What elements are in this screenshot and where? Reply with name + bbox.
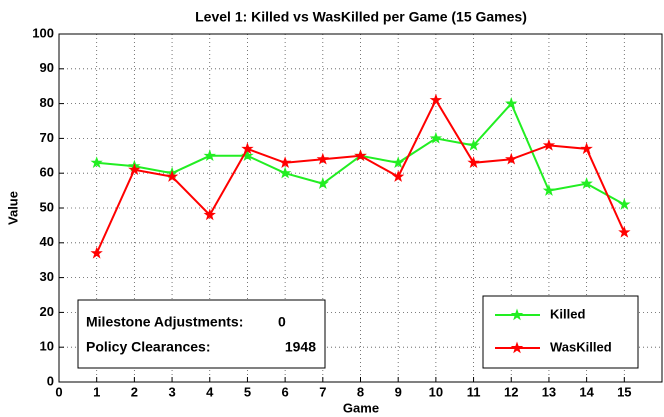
point-marker	[391, 156, 405, 169]
point-marker	[429, 93, 443, 106]
point-marker	[467, 156, 480, 169]
y-tick-label: 80	[40, 95, 54, 110]
point-marker	[316, 152, 330, 165]
point-marker	[203, 149, 216, 162]
point-marker	[580, 177, 593, 189]
point-marker	[580, 142, 593, 155]
x-tick-label: 14	[579, 384, 594, 399]
x-tick-label: 8	[357, 384, 364, 399]
legend-marker	[510, 308, 524, 321]
x-tick-label: 13	[542, 384, 556, 399]
x-tick-label: 9	[395, 384, 402, 399]
y-tick-label: 90	[40, 60, 54, 75]
point-marker	[90, 156, 103, 169]
point-marker	[618, 225, 631, 238]
annotation-label: Policy Clearances:	[86, 339, 211, 355]
y-tick-label: 60	[40, 165, 54, 180]
point-marker	[278, 166, 292, 179]
annotation-value: 0	[278, 314, 286, 330]
point-marker	[505, 152, 518, 165]
x-tick-label: 0	[55, 384, 62, 399]
point-marker	[241, 142, 254, 155]
x-tick-label: 10	[429, 384, 443, 399]
x-tick-label: 7	[319, 384, 326, 399]
x-tick-label: 1	[93, 384, 100, 399]
x-tick-label: 3	[168, 384, 175, 399]
legend-marker	[510, 341, 524, 354]
legend-label: Killed	[550, 306, 585, 321]
point-marker	[429, 131, 443, 144]
point-marker	[128, 163, 141, 176]
y-tick-label: 30	[40, 269, 54, 284]
x-tick-label: 11	[467, 384, 481, 399]
point-marker	[279, 156, 292, 169]
point-marker	[505, 97, 518, 109]
plot-frame	[58, 33, 663, 383]
point-marker	[542, 184, 556, 196]
point-marker	[542, 138, 556, 151]
y-tick-label: 70	[40, 130, 54, 145]
point-marker	[203, 208, 216, 221]
legend-label: WasKilled	[550, 339, 612, 354]
annotation-value: 1948	[285, 339, 316, 355]
point-marker	[90, 246, 103, 259]
x-axis-label: Game	[343, 400, 379, 415]
x-tick-label: 12	[504, 384, 518, 399]
y-axis-label: Value	[5, 191, 20, 225]
y-tick-label: 20	[40, 304, 54, 319]
y-tick-label: 100	[32, 25, 54, 40]
y-tick-label: 10	[40, 339, 54, 354]
x-tick-label: 2	[131, 384, 138, 399]
x-tick-label: 6	[282, 384, 289, 399]
x-tick-label: 15	[617, 384, 631, 399]
legend-box	[482, 295, 639, 369]
y-tick-label: 50	[40, 199, 54, 214]
annotation-label: Milestone Adjustments:	[86, 314, 243, 330]
point-marker	[316, 177, 330, 189]
chart-title: Level 1: Killed vs WasKilled per Game (1…	[195, 9, 527, 25]
y-tick-label: 40	[40, 234, 54, 249]
point-marker	[618, 197, 631, 210]
point-marker	[391, 170, 405, 182]
point-marker	[354, 149, 367, 162]
x-tick-label: 5	[244, 384, 251, 399]
annotation-box	[77, 299, 326, 369]
point-marker	[165, 170, 179, 182]
y-tick-label: 0	[47, 373, 54, 388]
x-tick-label: 4	[206, 384, 214, 399]
point-marker	[467, 138, 480, 151]
